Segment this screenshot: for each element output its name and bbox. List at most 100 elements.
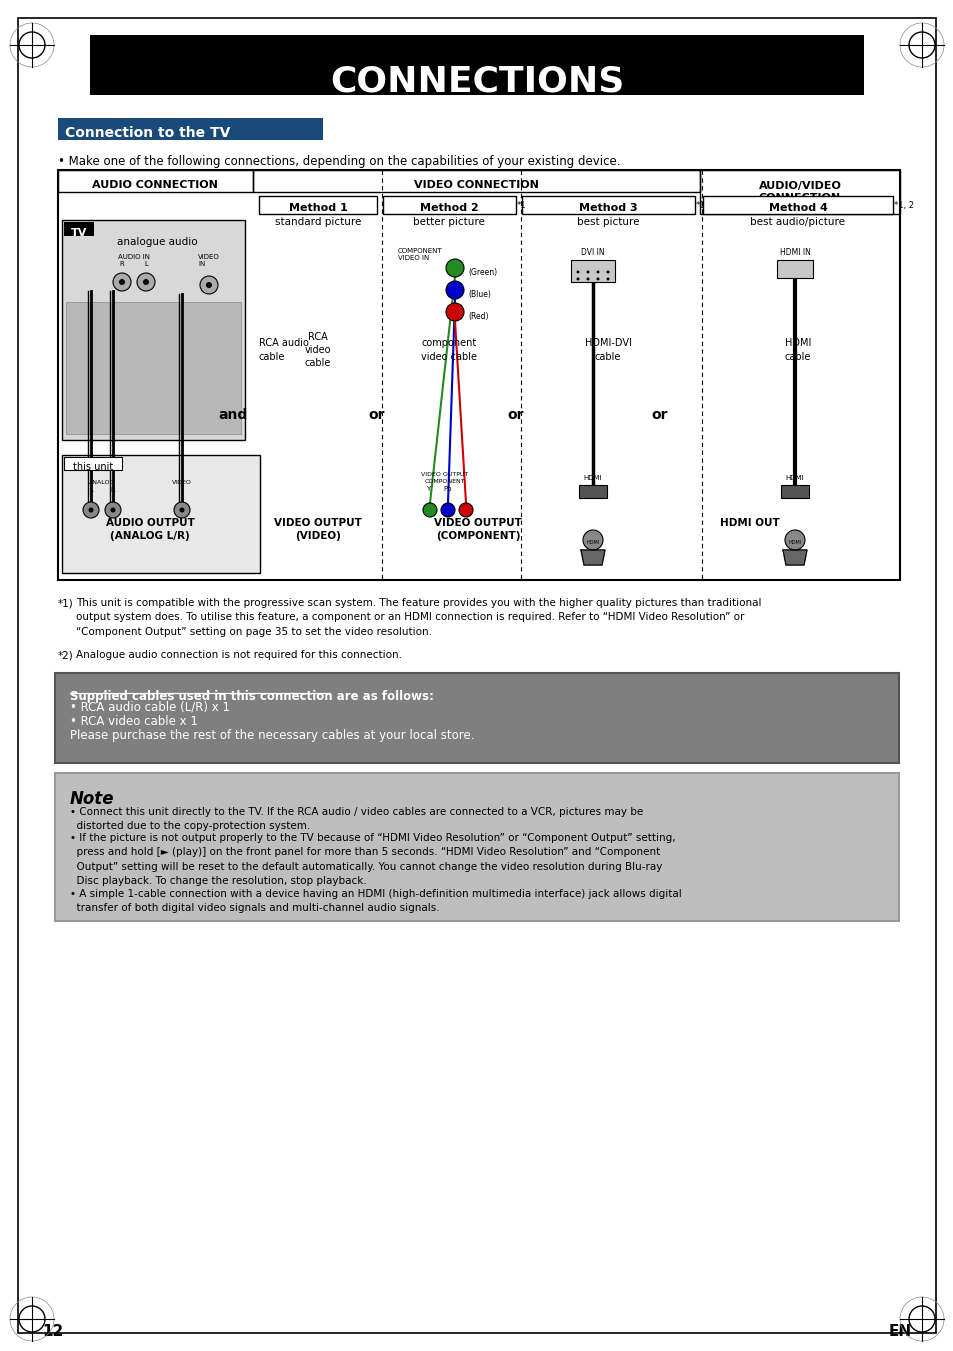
Text: HDMI
cable: HDMI cable <box>784 338 810 362</box>
Bar <box>62 220 245 440</box>
Bar <box>578 485 606 499</box>
Circle shape <box>200 276 218 295</box>
Bar <box>521 196 695 213</box>
Circle shape <box>440 503 455 517</box>
Text: L: L <box>89 486 92 493</box>
Text: (Red): (Red) <box>468 312 488 322</box>
Text: HDMI: HDMI <box>583 476 601 481</box>
Text: RCA
video
cable: RCA video cable <box>304 332 331 369</box>
Circle shape <box>206 282 212 288</box>
Circle shape <box>89 508 93 512</box>
Text: • If the picture is not output properly to the TV because of “HDMI Video Resolut: • If the picture is not output properly … <box>70 834 675 886</box>
Text: 12: 12 <box>42 1324 63 1339</box>
Bar <box>55 673 898 763</box>
Circle shape <box>422 503 436 517</box>
Bar <box>700 170 899 213</box>
Text: Note: Note <box>70 790 114 808</box>
Text: TV: TV <box>71 228 87 238</box>
Text: ANALOG: ANALOG <box>89 480 115 485</box>
Text: COMPONENT: COMPONENT <box>424 480 465 484</box>
Bar <box>64 222 94 236</box>
Circle shape <box>173 503 190 517</box>
Text: HDMI: HDMI <box>787 539 801 544</box>
Circle shape <box>446 281 463 299</box>
Bar <box>66 303 241 434</box>
Circle shape <box>111 508 115 512</box>
Text: EN: EN <box>888 1324 911 1339</box>
Text: AUDIO CONNECTION: AUDIO CONNECTION <box>92 180 217 190</box>
Circle shape <box>143 280 149 285</box>
Text: Please purchase the rest of the necessary cables at your local store.: Please purchase the rest of the necessar… <box>70 730 474 742</box>
Bar <box>571 259 615 282</box>
Text: or: or <box>369 408 385 422</box>
Text: Method 3: Method 3 <box>578 203 637 213</box>
Text: *1: *1 <box>517 201 526 209</box>
Bar <box>62 455 260 573</box>
Text: Method 2: Method 2 <box>419 203 477 213</box>
Bar <box>702 196 892 213</box>
Text: VIDEO OUTPUT
(COMPONENT): VIDEO OUTPUT (COMPONENT) <box>434 517 521 542</box>
Bar <box>55 773 898 921</box>
Circle shape <box>596 270 598 273</box>
Text: • Connect this unit directly to the TV. If the RCA audio / video cables are conn: • Connect this unit directly to the TV. … <box>70 807 642 831</box>
Circle shape <box>458 503 473 517</box>
Circle shape <box>606 277 609 281</box>
Circle shape <box>586 270 589 273</box>
Circle shape <box>576 277 578 281</box>
Text: (Green): (Green) <box>468 269 497 277</box>
Text: *1, 2: *1, 2 <box>893 201 913 209</box>
Text: *1): *1) <box>58 598 73 608</box>
Bar <box>253 170 700 192</box>
Text: or: or <box>651 408 667 422</box>
Text: VIDEO: VIDEO <box>172 480 192 485</box>
Text: better picture: better picture <box>413 218 484 227</box>
Bar <box>90 35 863 95</box>
Circle shape <box>83 503 99 517</box>
Text: component
video cable: component video cable <box>420 338 476 362</box>
Circle shape <box>137 273 154 290</box>
Text: VIDEO OUTPUT: VIDEO OUTPUT <box>421 471 468 477</box>
Text: best picture: best picture <box>577 218 639 227</box>
Circle shape <box>105 503 121 517</box>
Text: HDMI: HDMI <box>586 539 599 544</box>
Text: HDMI-DVI
cable: HDMI-DVI cable <box>584 338 631 362</box>
Circle shape <box>586 277 589 281</box>
Text: standard picture: standard picture <box>274 218 361 227</box>
Text: Method 4: Method 4 <box>768 203 826 213</box>
Text: *2): *2) <box>58 650 73 661</box>
Circle shape <box>446 259 463 277</box>
Text: HDMI IN: HDMI IN <box>779 249 810 257</box>
Text: L: L <box>144 261 148 267</box>
Text: and: and <box>218 408 248 422</box>
Text: *1: *1 <box>696 201 705 209</box>
Text: R: R <box>119 261 124 267</box>
Text: analogue audio: analogue audio <box>116 236 197 247</box>
Circle shape <box>582 530 602 550</box>
Text: Pb: Pb <box>443 486 452 492</box>
Text: best audio/picture: best audio/picture <box>750 218 844 227</box>
Text: COMPONENT
VIDEO IN: COMPONENT VIDEO IN <box>397 249 442 261</box>
Text: VIDEO OUTPUT
(VIDEO): VIDEO OUTPUT (VIDEO) <box>274 517 361 542</box>
Bar <box>64 457 122 470</box>
Text: This unit is compatible with the progressive scan system. The feature provides y: This unit is compatible with the progres… <box>76 598 760 636</box>
Text: AUDIO/VIDEO
CONNECTION: AUDIO/VIDEO CONNECTION <box>758 181 841 203</box>
Text: • Make one of the following connections, depending on the capabilities of your e: • Make one of the following connections,… <box>58 155 619 168</box>
Text: or: or <box>507 408 524 422</box>
Bar <box>781 485 808 499</box>
Text: R: R <box>111 486 115 493</box>
Text: AUDIO OUTPUT
(ANALOG L/R): AUDIO OUTPUT (ANALOG L/R) <box>106 517 194 542</box>
Circle shape <box>179 508 184 512</box>
Polygon shape <box>580 550 604 565</box>
Text: RCA audio
cable: RCA audio cable <box>258 338 309 362</box>
Circle shape <box>784 530 804 550</box>
Text: Method 1: Method 1 <box>289 203 347 213</box>
Circle shape <box>606 270 609 273</box>
Text: Analogue audio connection is not required for this connection.: Analogue audio connection is not require… <box>76 650 401 661</box>
Circle shape <box>576 270 578 273</box>
Circle shape <box>112 273 131 290</box>
Text: • RCA video cable x 1: • RCA video cable x 1 <box>70 715 197 728</box>
Circle shape <box>446 303 463 322</box>
Text: • A simple 1-cable connection with a device having an HDMI (high-definition mult: • A simple 1-cable connection with a dev… <box>70 889 681 913</box>
Bar <box>382 196 516 213</box>
Bar <box>258 196 376 213</box>
